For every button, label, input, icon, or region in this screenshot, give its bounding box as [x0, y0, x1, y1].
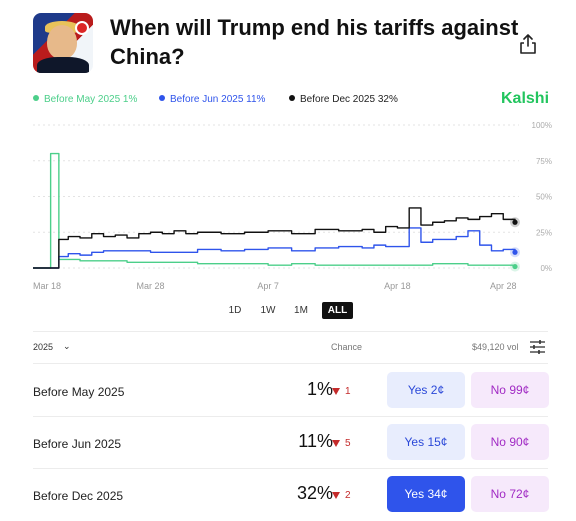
chance-column-header: Chance — [331, 342, 363, 352]
buy-yes-button[interactable]: Yes 2¢ — [387, 372, 465, 408]
outcome-label: Before Jun 2025 — [33, 437, 122, 451]
legend-item-dec[interactable]: Before Dec 2025 32% — [289, 94, 398, 105]
series-line-2 — [33, 227, 516, 269]
y-tick-label: 0% — [540, 264, 552, 273]
chance-change-value: 2 — [345, 490, 351, 501]
outcome-chance: 32% — [296, 483, 333, 503]
x-tick-label: Mar 18 — [33, 281, 61, 291]
outcome-row-dec[interactable]: Before Dec 2025 32% 2 Yes 34¢ No 72¢ — [33, 476, 549, 512]
divider — [33, 468, 548, 469]
y-tick-label: 100% — [532, 121, 552, 130]
range-all-button[interactable]: ALL — [322, 302, 353, 319]
down-triangle-icon — [332, 492, 340, 499]
kalshi-logo: Kalshi — [501, 90, 550, 107]
x-tick-label: Apr 7 — [257, 281, 279, 291]
x-tick-label: Mar 28 — [137, 281, 165, 291]
legend-dot — [33, 95, 39, 101]
legend-item-may[interactable]: Before May 2025 1% — [33, 94, 137, 105]
chance-change: 1 — [332, 386, 351, 397]
buy-no-button[interactable]: No 99¢ — [471, 372, 549, 408]
divider — [33, 363, 548, 364]
range-1m-button[interactable]: 1M — [294, 305, 308, 316]
market-title: When will Trump end his tariffs against … — [110, 15, 519, 69]
outcome-row-may[interactable]: Before May 2025 1% 1 Yes 2¢ No 99¢ — [33, 372, 549, 408]
price-chart[interactable]: 100% 75% 50% 25% 0% Mar 18 Mar 28 Apr 7 Apr 18 Ap… — [0, 115, 576, 295]
range-1d-button[interactable]: 1D — [228, 305, 242, 316]
down-triangle-icon — [332, 440, 340, 447]
table-header: 2025 ⌄ Chance $49,120 vol — [33, 340, 548, 356]
market-thumbnail[interactable] — [33, 13, 93, 73]
buy-yes-button[interactable]: Yes 34¢ — [387, 476, 465, 512]
y-tick-label: 75% — [536, 157, 552, 166]
filter-sliders-icon[interactable] — [530, 340, 545, 354]
chance-change: 2 — [332, 490, 351, 501]
chart-legend: Before May 2025 1% Before Jun 2025 11% B… — [33, 92, 553, 108]
thumbnail-face — [47, 25, 77, 59]
series-line-1 — [33, 152, 516, 269]
share-icon[interactable] — [519, 34, 537, 54]
year-dropdown[interactable]: 2025 — [33, 342, 54, 352]
buy-yes-button[interactable]: Yes 15¢ — [387, 424, 465, 460]
chevron-down-icon[interactable]: ⌄ — [63, 341, 71, 351]
divider — [33, 416, 548, 417]
thumbnail-suit — [37, 57, 89, 73]
y-tick-label: 50% — [536, 193, 552, 202]
buy-no-button[interactable]: No 90¢ — [471, 424, 549, 460]
legend-label: Before May 2025 1% — [44, 94, 138, 105]
legend-item-jun[interactable]: Before Jun 2025 11% — [159, 94, 265, 105]
outcome-chance: 11% — [298, 431, 333, 451]
chance-change-value: 5 — [345, 438, 351, 449]
divider — [33, 331, 548, 332]
chance-change: 5 — [332, 438, 351, 449]
x-tick-label: Apr 18 — [384, 281, 411, 291]
outcome-row-jun[interactable]: Before Jun 2025 11% 5 Yes 15¢ No 90¢ — [33, 424, 549, 460]
series-end-point — [512, 249, 518, 255]
series-line-3 — [33, 207, 516, 269]
legend-label: Before Dec 2025 32% — [300, 94, 398, 105]
outcome-label: Before May 2025 — [33, 385, 125, 399]
x-tick-label: Apr 28 — [490, 281, 517, 291]
down-triangle-icon — [332, 388, 340, 395]
y-tick-label: 25% — [536, 228, 552, 237]
series-end-point — [512, 219, 518, 225]
volume-text: $49,120 vol — [472, 342, 519, 352]
outcome-label: Before Dec 2025 — [33, 489, 124, 503]
outcome-chance: 1% — [306, 379, 333, 399]
range-1w-button[interactable]: 1W — [260, 305, 276, 316]
thumbnail-badge — [75, 21, 89, 35]
legend-dot — [159, 95, 165, 101]
buy-no-button[interactable]: No 72¢ — [471, 476, 549, 512]
market-header: When will Trump end his tariffs against … — [0, 0, 576, 90]
chance-change-value: 1 — [345, 386, 351, 397]
series-end-point — [512, 263, 518, 270]
legend-dot — [289, 95, 295, 101]
legend-label: Before Jun 2025 11% — [170, 94, 266, 105]
